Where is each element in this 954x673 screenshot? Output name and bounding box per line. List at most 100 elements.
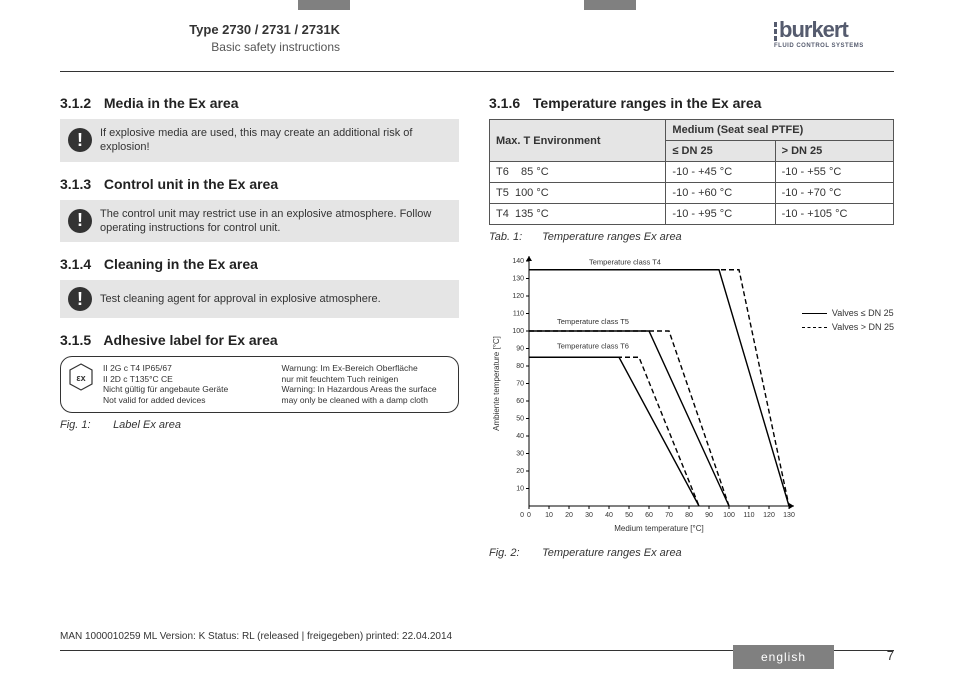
svg-text:20: 20: [516, 468, 524, 475]
label-line: nur mit feuchtem Tuch reinigen: [282, 374, 451, 385]
svg-text:40: 40: [605, 512, 613, 519]
table-cell: -10 - +60 °C: [666, 183, 775, 204]
svg-text:Ambiente temperature [°C]: Ambiente temperature [°C]: [492, 336, 501, 431]
section-heading: 3.1.2 Media in the Ex area: [60, 95, 459, 111]
svg-text:Medium temperature [°C]: Medium temperature [°C]: [614, 524, 703, 533]
figure-text: Label Ex area: [113, 419, 181, 431]
section-title: Cleaning in the Ex area: [104, 256, 258, 272]
svg-text:0: 0: [520, 512, 524, 519]
label-line: II 2G c T4 IP65/67: [103, 363, 272, 374]
legend-row: Valves > DN 25: [802, 322, 894, 332]
svg-text:70: 70: [516, 381, 524, 388]
svg-text:100: 100: [723, 512, 735, 519]
section-title: Media in the Ex area: [104, 95, 239, 111]
figure-caption: Fig. 2: Temperature ranges Ex area: [489, 547, 894, 559]
page-footer: MAN 1000010259 ML Version: K Status: RL …: [60, 650, 894, 655]
svg-text:50: 50: [516, 416, 524, 423]
warning-box: ! If explosive media are used, this may …: [60, 119, 459, 162]
legend-row: Valves ≤ DN 25: [802, 308, 894, 318]
warning-box: ! Test cleaning agent for approval in ex…: [60, 280, 459, 318]
table-caption: Tab. 1: Temperature ranges Ex area: [489, 231, 894, 243]
svg-text:110: 110: [743, 512, 754, 519]
th-sub1: ≤ DN 25: [666, 141, 775, 162]
svg-text:40: 40: [516, 433, 524, 440]
legend-line-icon: [802, 313, 827, 314]
svg-text:εx: εx: [76, 373, 85, 383]
section-number: 3.1.4: [60, 256, 100, 272]
svg-text:30: 30: [585, 512, 593, 519]
svg-text:30: 30: [516, 451, 524, 458]
warning-text: The control unit may restrict use in an …: [100, 207, 451, 236]
figure-caption: Fig. 1: Label Ex area: [60, 419, 459, 431]
section-number: 3.1.3: [60, 176, 100, 192]
svg-text:80: 80: [516, 363, 524, 370]
svg-text:60: 60: [645, 512, 653, 519]
page-content: 3.1.2 Media in the Ex area ! If explosiv…: [60, 95, 894, 559]
header-left: Type 2730 / 2731 / 2731K Basic safety in…: [60, 22, 340, 54]
svg-text:140: 140: [512, 258, 524, 265]
svg-text:90: 90: [516, 346, 524, 353]
table-cell: -10 - +95 °C: [666, 204, 775, 225]
label-line: Not valid for added devices: [103, 395, 272, 406]
warning-icon: !: [68, 128, 92, 152]
warning-box: ! The control unit may restrict use in a…: [60, 200, 459, 243]
section-number: 3.1.5: [60, 332, 100, 348]
table-row: T4 135 °C-10 - +95 °C-10 - +105 °C: [490, 204, 894, 225]
label-line: Warning: In Hazardous Areas the surface: [282, 384, 451, 395]
svg-text:100: 100: [512, 328, 524, 335]
label-line: II 2D c T135°C CE: [103, 374, 272, 385]
th-env: Max. T Environment: [490, 120, 666, 162]
label-left-col: II 2G c T4 IP65/67II 2D c T135°C CENicht…: [103, 363, 272, 406]
table-cell: -10 - +55 °C: [775, 162, 893, 183]
warning-icon: !: [68, 287, 92, 311]
table-cell: T6 85 °C: [490, 162, 666, 183]
label-line: may only be cleaned with a damp cloth: [282, 395, 451, 406]
right-column: 3.1.6 Temperature ranges in the Ex area …: [489, 95, 894, 559]
svg-text:80: 80: [685, 512, 693, 519]
temperature-chart: 0102030405060708090100110120130102030405…: [489, 253, 894, 541]
page-header: Type 2730 / 2731 / 2731K Basic safety in…: [60, 22, 894, 72]
section-title: Temperature ranges in the Ex area: [533, 95, 762, 111]
svg-text:Temperature class T6: Temperature class T6: [557, 342, 629, 351]
section-heading: 3.1.4 Cleaning in the Ex area: [60, 256, 459, 272]
svg-text:130: 130: [512, 276, 524, 283]
legend-label: Valves ≤ DN 25: [832, 308, 894, 318]
language-tab: english: [733, 645, 834, 669]
legend-label: Valves > DN 25: [832, 322, 894, 332]
svg-text:0: 0: [527, 512, 531, 519]
table-row: T6 85 °C-10 - +45 °C-10 - +55 °C: [490, 162, 894, 183]
svg-text:50: 50: [625, 512, 633, 519]
top-tab-markers: [0, 0, 954, 10]
svg-text:70: 70: [665, 512, 673, 519]
section-title: Control unit in the Ex area: [104, 176, 278, 192]
footer-meta: MAN 1000010259 ML Version: K Status: RL …: [60, 631, 452, 642]
svg-text:90: 90: [705, 512, 713, 519]
section-number: 3.1.6: [489, 95, 529, 111]
left-column: 3.1.2 Media in the Ex area ! If explosiv…: [60, 95, 459, 559]
svg-text:130: 130: [783, 512, 795, 519]
top-tab: [298, 0, 350, 10]
figure-number: Fig. 2:: [489, 547, 539, 559]
th-medium: Medium (Seat seal PTFE): [666, 120, 894, 141]
subtitle-line: Basic safety instructions: [60, 40, 340, 54]
chart-legend: Valves ≤ DN 25 Valves > DN 25: [802, 308, 894, 336]
table-cell: -10 - +45 °C: [666, 162, 775, 183]
section-heading: 3.1.5 Adhesive label for Ex area: [60, 332, 459, 348]
warning-text: Test cleaning agent for approval in expl…: [100, 292, 381, 306]
section-heading: 3.1.6 Temperature ranges in the Ex area: [489, 95, 894, 111]
logo-tagline: FLUID CONTROL SYSTEMS: [774, 43, 894, 49]
svg-text:Temperature class T4: Temperature class T4: [589, 258, 661, 267]
table-cell: T5 100 °C: [490, 183, 666, 204]
svg-text:60: 60: [516, 398, 524, 405]
table-number: Tab. 1:: [489, 231, 539, 243]
temperature-table: Max. T Environment Medium (Seat seal PTF…: [489, 119, 894, 225]
svg-text:120: 120: [763, 512, 775, 519]
figure-number: Fig. 1:: [60, 419, 110, 431]
svg-text:120: 120: [512, 293, 524, 300]
table-cell: T4 135 °C: [490, 204, 666, 225]
svg-text:10: 10: [516, 486, 524, 493]
svg-text:20: 20: [565, 512, 573, 519]
label-line: Warnung: Im Ex-Bereich Oberfläche: [282, 363, 451, 374]
label-right-col: Warnung: Im Ex-Bereich Oberflächenur mit…: [282, 363, 451, 406]
table-row: T5 100 °C-10 - +60 °C-10 - +70 °C: [490, 183, 894, 204]
